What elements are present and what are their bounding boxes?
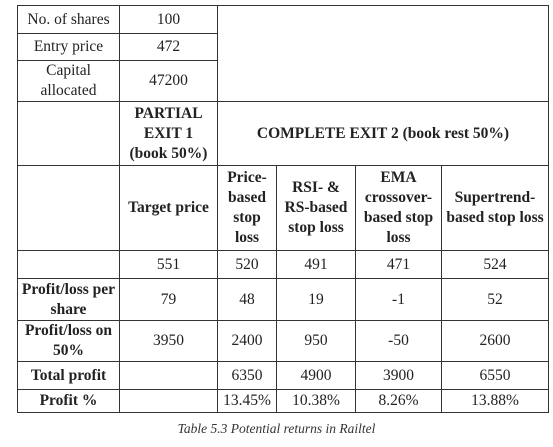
value-cell: 19 (276, 278, 356, 321)
caption: Table 5.3 Potential returns in Railtel (177, 421, 376, 436)
table-row: PARTIAL EXIT 1 (book 50%) COMPLETE EXIT 2… (17, 101, 549, 166)
value-cell: 3900 (355, 361, 442, 390)
row-label: Profit/loss per share (17, 278, 120, 321)
column-header: Supertrend-based stop loss (441, 165, 549, 251)
row-label: Entry price (17, 33, 120, 61)
value-cell: 2600 (441, 320, 549, 362)
column-header: Target price (119, 165, 218, 251)
value-cell: -50 (355, 320, 442, 362)
value-cell: 10.38% (276, 389, 356, 413)
value-cell: 6550 (441, 361, 549, 390)
empty-cell (217, 5, 549, 102)
row-label: Total profit (17, 361, 120, 390)
value-cell: 13.45% (217, 389, 277, 413)
table-row: Capital allocated 47200 (17, 60, 549, 102)
value-cell: 47200 (119, 60, 218, 102)
value-cell: -1 (355, 278, 442, 321)
empty-cell (17, 250, 120, 279)
table-row: Target price Price-based stop loss RSI- & … (17, 165, 549, 251)
row-label: No. of shares (17, 5, 120, 34)
value-cell: 52 (441, 278, 549, 321)
exit-header: PARTIAL EXIT 1 (book 50%) (119, 101, 218, 166)
value-cell: 13.88% (441, 389, 549, 413)
value-cell: 48 (217, 278, 277, 321)
empty-cell (119, 389, 218, 413)
value-cell: 8.26% (355, 389, 442, 413)
value-cell: 79 (119, 278, 218, 321)
value-cell: 520 (217, 250, 277, 279)
value-cell: 3950 (119, 320, 218, 362)
table-row: No. of shares 100 (17, 5, 549, 102)
exit-header: COMPLETE EXIT 2 (book rest 50%) (217, 101, 549, 166)
column-header: RSI- & RS-based stop loss (276, 165, 356, 251)
value-cell: 524 (441, 250, 549, 279)
row-label: Profit % (17, 389, 120, 413)
row-label: Capital allocated (17, 60, 120, 102)
value-cell: 6350 (217, 361, 277, 390)
value-cell: 472 (119, 33, 218, 61)
returns-table: No. of shares 100 Entry price 472 Capital al… (17, 5, 549, 413)
empty-cell (119, 361, 218, 390)
value-cell: 950 (276, 320, 356, 362)
table-row: Entry price 472 (17, 33, 549, 61)
table-row: Profit/loss per share 79 48 19 -1 52 (17, 278, 549, 321)
table-row: 551 520 491 471 524 (17, 250, 549, 279)
column-header: Price-based stop loss (217, 165, 277, 251)
value-cell: 471 (355, 250, 442, 279)
table-row: Profit % 13.45% 10.38% 8.26% 13.88% (17, 389, 549, 413)
empty-cell (17, 101, 120, 166)
column-header: EMA crossover-based stop loss (355, 165, 442, 251)
value-cell: 100 (119, 5, 218, 34)
value-cell: 491 (276, 250, 356, 279)
value-cell: 551 (119, 250, 218, 279)
value-cell: 4900 (276, 361, 356, 390)
empty-cell (17, 165, 120, 251)
row-label: Profit/loss on 50% (17, 320, 120, 362)
table-row: Total profit 6350 4900 3900 6550 (17, 361, 549, 390)
table-row: Profit/loss on 50% 3950 2400 950 -50 2600 (17, 320, 549, 362)
value-cell: 2400 (217, 320, 277, 362)
